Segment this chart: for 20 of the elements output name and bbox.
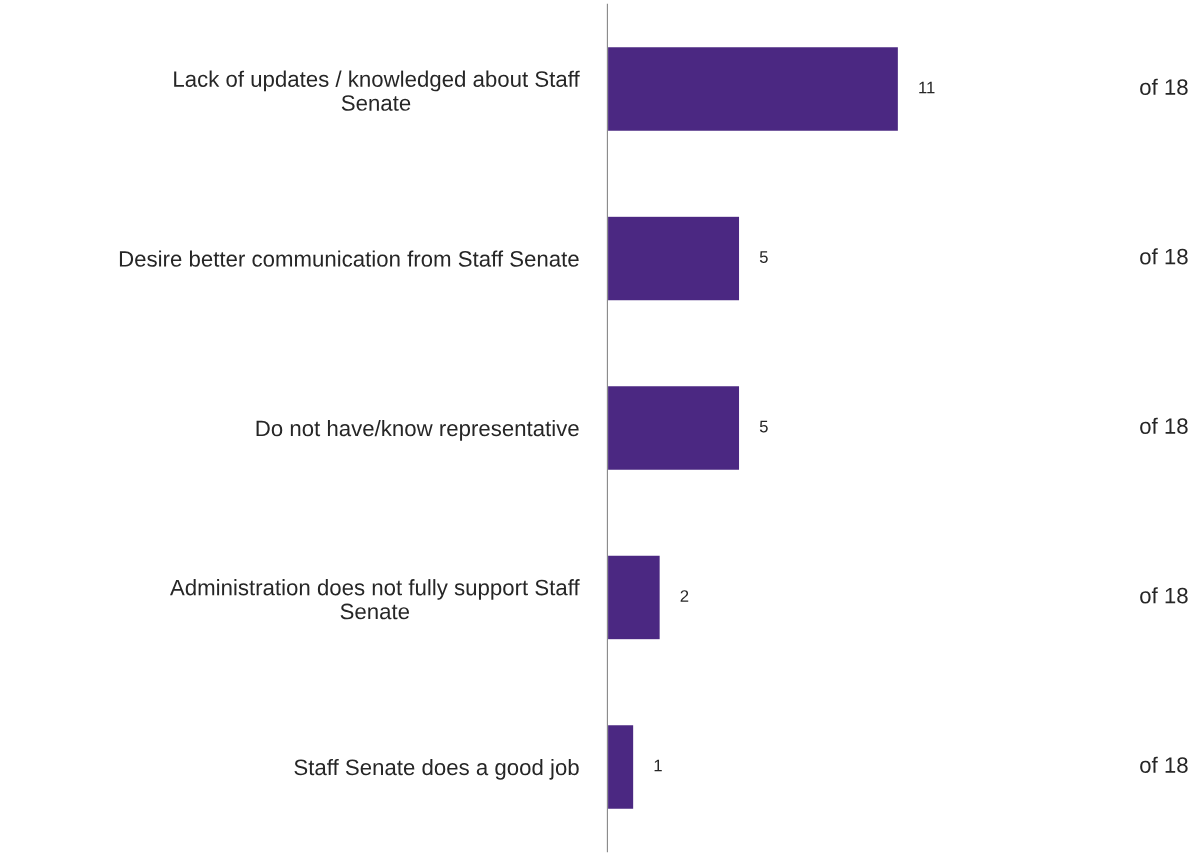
data-label: 2 [680,590,689,602]
bar [607,215,741,302]
bar [607,723,635,811]
data-label: 5 [759,251,768,263]
text: of 18 [1140,587,1188,604]
bar [607,384,741,472]
y-tick-label: Staff Senate does a good job [294,758,579,780]
bar [607,554,662,641]
text: of 18 [1140,417,1188,434]
y-tick-label: Lack of updates / knowledged about Staff Senate [174,70,580,111]
y-tick-label: Desire better communication from Staff Senate [119,250,579,267]
data-label: 1 [654,759,662,772]
text: of 18 [1140,756,1188,773]
data-label: 11 [919,81,935,94]
y-tick-label: Administration does not fully support Staff Senate [170,579,580,620]
text: of 18 [1140,78,1188,95]
text: of 18 [1140,248,1188,265]
bar [607,45,900,133]
data-label: 5 [759,420,768,433]
y-tick-label: Do not have/know representative [256,419,579,441]
